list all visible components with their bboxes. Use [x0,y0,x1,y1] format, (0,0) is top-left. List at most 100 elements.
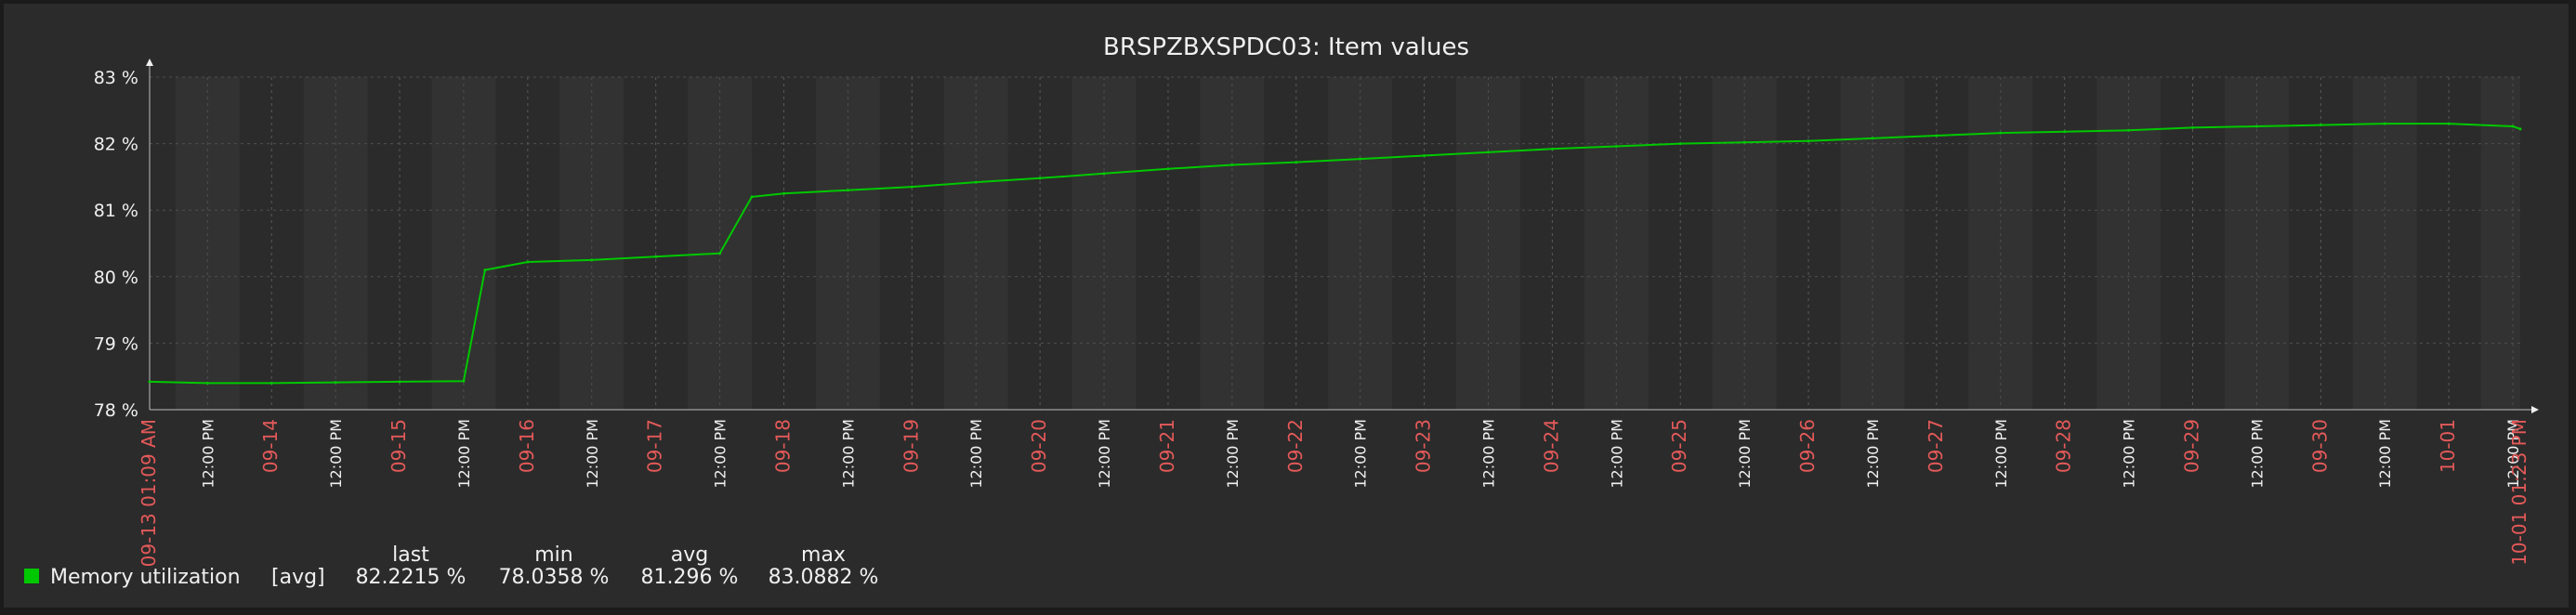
x-tick-label-noon: 12:00 PM [2121,419,2138,489]
night-band [1040,77,1072,410]
legend-header-min: min [534,543,573,567]
data-point [654,255,658,258]
night-band [2032,77,2065,410]
x-tick-label-day: 09-14 [259,419,282,473]
night-band [271,77,304,410]
x-tick-label-day: 09-27 [1925,419,1947,473]
x-tick-label-noon: 12:00 PM [1224,419,1242,489]
night-band [2288,77,2321,410]
x-tick-label-day: 09-29 [2181,419,2203,473]
night-band [1392,77,1425,410]
data-point [1678,142,1682,146]
night-band [1680,77,1713,410]
night-band [655,77,689,410]
legend-avg-value: 81.296 % [641,566,739,589]
night-band [1776,77,1809,410]
y-tick-labels: 78 % 79 % 80 % 81 % 82 % 83 % [94,68,138,421]
line-chart: 78 %79 %80 %81 %82 %83 % 12:00 PM 09-14 12… [24,33,2539,589]
x-tick-label-noon: 12:00 PM [584,419,601,489]
x-tick-label-noon: 12:00 PM [1480,419,1498,489]
x-tick-label-day: 09-24 [1540,419,1562,473]
data-point [2511,124,2515,128]
data-point [2518,127,2522,131]
x-tick-label-day: 09-15 [388,419,410,473]
data-point [910,185,913,189]
x-tick-label-noon: 12:00 PM [1608,419,1625,489]
x-tick-label-day: 09-22 [1284,419,1307,473]
x-tick-label-noon: 12:00 PM [327,419,345,489]
night-band [2416,77,2450,410]
y-tick-label: 80 % [94,268,138,288]
x-tick-labels: 12:00 PM 09-14 12:00 PM 09-15 12:00 PM 09-16 1… [138,419,2530,567]
legend-last-value: 82.2215 % [356,566,467,589]
data-point [1550,147,1554,150]
data-point [2063,130,2067,134]
data-point [334,381,337,385]
data-point [1935,134,1939,137]
night-band [783,77,816,410]
legend-swatch [24,569,39,583]
night-band [1295,77,1329,410]
data-point [2319,124,2322,127]
data-point [1614,144,1618,148]
x-axis-arrow [2531,406,2539,413]
x-tick-label-noon: 12:00 PM [455,419,473,489]
x-tick-label-day: 09-18 [771,419,794,473]
night-band [1264,77,1296,410]
night-band [1904,77,1937,410]
x-tick-label-noon: 12:00 PM [1736,419,1754,489]
data-point [398,380,401,384]
x-tick-label-noon: 12:00 PM [2376,419,2394,489]
legend-series-name: Memory utilization [50,566,241,589]
data-point [846,189,849,192]
x-tick-label-day: 09-17 [644,419,666,473]
data-point [1166,167,1170,171]
x-tick-label-noon: 12:00 PM [1992,419,2010,489]
x-tick-label-noon: 12:00 PM [2504,419,2522,489]
data-point [526,260,530,264]
x-tick-label-day: 10-01 [2437,419,2459,473]
data-point [2254,124,2258,128]
night-band [1424,77,1457,410]
x-tick-label-day: 09-21 [1156,419,1178,473]
night-band [1167,77,1201,410]
data-point [1807,139,1810,143]
night-band [2192,77,2225,410]
x-tick-label-day: 09-28 [2053,419,2075,473]
night-band [400,77,432,410]
data-point [1359,157,1362,161]
data-point [269,381,273,385]
data-point [1742,140,1746,144]
data-point [718,252,722,255]
data-point [1230,164,1234,167]
night-band [1519,77,1553,410]
x-tick-label-noon: 12:00 PM [1352,419,1370,489]
data-point [1295,161,1298,164]
x-tick-label-noon: 12:00 PM [1096,419,1113,489]
night-band [2320,77,2353,410]
y-tick-label: 78 % [94,400,138,421]
data-point [2383,122,2386,125]
data-point [1102,172,1106,176]
data-point [205,381,209,385]
night-band [879,77,913,410]
night-band [2449,77,2481,410]
data-point [1487,150,1491,154]
night-band [1552,77,1584,410]
x-tick-label-noon: 12:00 PM [839,419,857,489]
legend-max-value: 83.0882 % [769,566,879,589]
data-point [1871,137,1874,140]
time-bands [150,77,2520,410]
y-tick-label: 83 % [94,68,138,88]
y-tick-label: 79 % [94,334,138,354]
x-tick-label-day: 09-26 [1796,419,1819,473]
legend-header-avg: avg [671,543,708,567]
data-point [1038,177,1042,180]
chart-title: BRSPZBXSPDC03: Item values [1103,33,1469,61]
data-point [2191,125,2195,129]
night-band [150,77,176,410]
x-tick-label-day: 09-16 [516,419,538,473]
legend-header-last: last [392,543,429,567]
x-start-label: 09-13 01:09 AM [138,419,160,567]
